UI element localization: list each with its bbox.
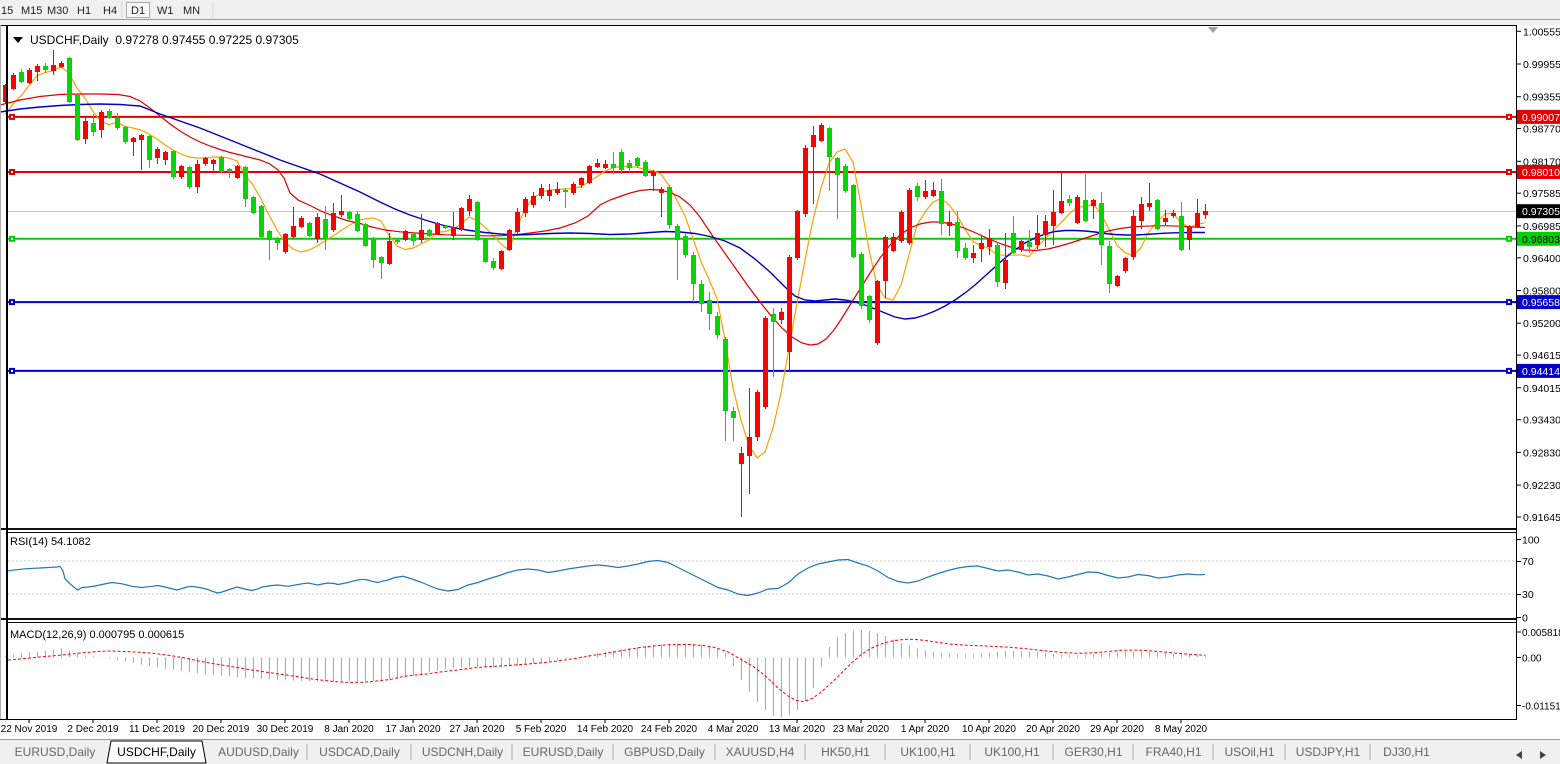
svg-text:13 Mar 2020: 13 Mar 2020 bbox=[769, 724, 826, 735]
svg-text:2 Dec 2019: 2 Dec 2019 bbox=[67, 724, 119, 735]
svg-text:4 Mar 2020: 4 Mar 2020 bbox=[708, 724, 759, 735]
svg-text:15: 15 bbox=[1, 5, 13, 17]
svg-text:D1: D1 bbox=[131, 5, 145, 17]
svg-text:1 Apr 2020: 1 Apr 2020 bbox=[901, 724, 950, 735]
svg-text:0.91645: 0.91645 bbox=[1523, 512, 1560, 524]
svg-text:8 Jan 2020: 8 Jan 2020 bbox=[324, 724, 374, 735]
svg-text:EURUSD,Daily: EURUSD,Daily bbox=[15, 745, 96, 759]
svg-text:17 Jan 2020: 17 Jan 2020 bbox=[385, 724, 440, 735]
svg-text:H1: H1 bbox=[77, 5, 91, 17]
svg-text:0.95200: 0.95200 bbox=[1523, 318, 1560, 330]
svg-text:0.005818: 0.005818 bbox=[1522, 628, 1560, 639]
svg-text:M30: M30 bbox=[47, 5, 68, 17]
svg-text:0.92830: 0.92830 bbox=[1523, 447, 1560, 459]
svg-text:22 Nov 2019: 22 Nov 2019 bbox=[1, 724, 58, 735]
svg-text:DJ30,H1: DJ30,H1 bbox=[1383, 745, 1430, 759]
svg-text:GER30,H1: GER30,H1 bbox=[1064, 745, 1122, 759]
svg-text:MACD(12,26,9) 0.000795 0.00061: MACD(12,26,9) 0.000795 0.000615 bbox=[10, 629, 184, 641]
svg-text:0.96400: 0.96400 bbox=[1523, 253, 1560, 265]
svg-text:UK100,H1: UK100,H1 bbox=[900, 745, 956, 759]
svg-text:HK50,H1: HK50,H1 bbox=[821, 745, 870, 759]
svg-text:0.96985: 0.96985 bbox=[1523, 221, 1560, 233]
svg-text:0.99007: 0.99007 bbox=[1522, 112, 1560, 124]
svg-text:0: 0 bbox=[1522, 613, 1528, 625]
svg-text:70: 70 bbox=[1522, 556, 1534, 568]
svg-text:USDJPY,H1: USDJPY,H1 bbox=[1296, 745, 1361, 759]
svg-text:5 Feb 2020: 5 Feb 2020 bbox=[516, 724, 567, 735]
svg-text:11 Dec 2019: 11 Dec 2019 bbox=[129, 724, 185, 735]
svg-text:0.96803: 0.96803 bbox=[1522, 234, 1560, 246]
svg-text:30 Dec 2019: 30 Dec 2019 bbox=[257, 724, 314, 735]
svg-text:27 Jan 2020: 27 Jan 2020 bbox=[449, 724, 504, 735]
svg-text:AUDUSD,Daily: AUDUSD,Daily bbox=[218, 745, 299, 759]
svg-text:USOil,H1: USOil,H1 bbox=[1224, 745, 1274, 759]
svg-text:0.92230: 0.92230 bbox=[1523, 480, 1560, 492]
svg-text:0.95658: 0.95658 bbox=[1522, 297, 1560, 309]
svg-text:0.98770: 0.98770 bbox=[1523, 124, 1560, 136]
svg-text:-0.011514: -0.011514 bbox=[1522, 702, 1560, 713]
svg-text:29 Apr 2020: 29 Apr 2020 bbox=[1090, 724, 1144, 735]
svg-text:30: 30 bbox=[1522, 589, 1534, 601]
svg-text:UK100,H1: UK100,H1 bbox=[984, 745, 1040, 759]
svg-text:0.98010: 0.98010 bbox=[1522, 167, 1560, 179]
svg-text:0.97305: 0.97305 bbox=[1522, 206, 1560, 218]
svg-text:0.94015: 0.94015 bbox=[1523, 383, 1560, 395]
svg-text:24 Feb 2020: 24 Feb 2020 bbox=[641, 724, 698, 735]
svg-text:H4: H4 bbox=[103, 5, 117, 17]
svg-text:0.95800: 0.95800 bbox=[1523, 286, 1560, 298]
svg-text:0.00: 0.00 bbox=[1522, 654, 1542, 665]
svg-text:0.97585: 0.97585 bbox=[1523, 188, 1560, 200]
svg-text:RSI(14) 54.1082: RSI(14) 54.1082 bbox=[10, 536, 91, 548]
svg-text:FRA40,H1: FRA40,H1 bbox=[1145, 745, 1201, 759]
svg-text:USDCHF,Daily 0.97278 0.97455: USDCHF,Daily 0.97278 0.97455 0.97225 0.9… bbox=[30, 33, 299, 47]
svg-text:10 Apr 2020: 10 Apr 2020 bbox=[962, 724, 1016, 735]
svg-text:0.99955: 0.99955 bbox=[1523, 59, 1560, 71]
svg-text:20 Dec 2019: 20 Dec 2019 bbox=[193, 724, 250, 735]
svg-text:MN: MN bbox=[183, 5, 200, 17]
svg-text:USDCAD,Daily: USDCAD,Daily bbox=[319, 745, 400, 759]
svg-text:23 Mar 2020: 23 Mar 2020 bbox=[833, 724, 890, 735]
svg-text:M15: M15 bbox=[21, 5, 42, 17]
svg-text:W1: W1 bbox=[157, 5, 174, 17]
svg-text:XAUUSD,H4: XAUUSD,H4 bbox=[726, 745, 795, 759]
svg-text:8 May 2020: 8 May 2020 bbox=[1155, 724, 1208, 735]
svg-text:100: 100 bbox=[1522, 535, 1540, 547]
svg-text:USDCNH,Daily: USDCNH,Daily bbox=[422, 745, 503, 759]
svg-text:20 Apr 2020: 20 Apr 2020 bbox=[1026, 724, 1080, 735]
svg-text:USDCHF,Daily: USDCHF,Daily bbox=[117, 745, 196, 759]
svg-text:1.00555: 1.00555 bbox=[1523, 26, 1560, 38]
svg-text:0.99355: 0.99355 bbox=[1523, 92, 1560, 104]
svg-text:0.94615: 0.94615 bbox=[1523, 350, 1560, 362]
svg-text:EURUSD,Daily: EURUSD,Daily bbox=[523, 745, 604, 759]
svg-text:0.93430: 0.93430 bbox=[1523, 415, 1560, 427]
svg-text:0.94414: 0.94414 bbox=[1522, 366, 1560, 378]
svg-text:14 Feb 2020: 14 Feb 2020 bbox=[577, 724, 634, 735]
svg-text:GBPUSD,Daily: GBPUSD,Daily bbox=[624, 745, 705, 759]
